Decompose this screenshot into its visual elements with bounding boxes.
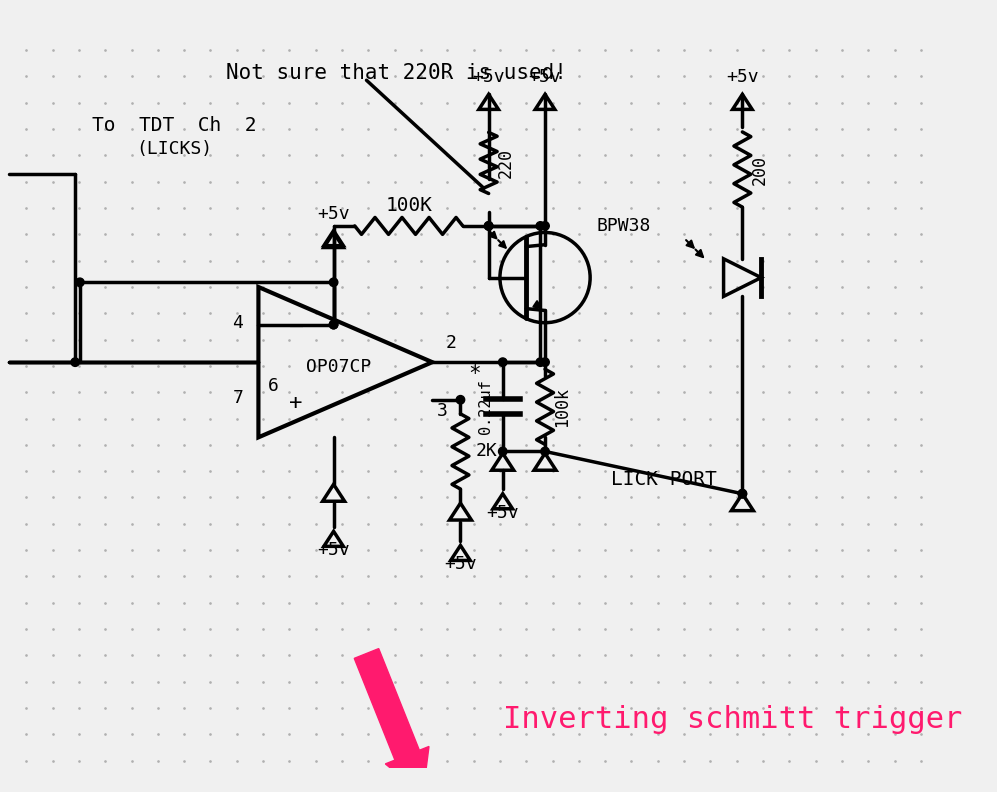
- Text: 2K: 2K: [476, 443, 498, 460]
- Circle shape: [540, 222, 549, 230]
- Circle shape: [498, 447, 507, 455]
- Text: +5v: +5v: [487, 504, 519, 521]
- Circle shape: [485, 222, 493, 230]
- Circle shape: [540, 447, 549, 455]
- Text: Not sure that 220R is used!: Not sure that 220R is used!: [225, 63, 566, 83]
- Circle shape: [457, 395, 465, 404]
- Circle shape: [76, 278, 84, 287]
- Text: 200: 200: [751, 154, 769, 185]
- Text: 2: 2: [446, 334, 457, 352]
- Circle shape: [329, 320, 338, 329]
- Text: 7: 7: [232, 389, 243, 407]
- Text: 220: 220: [497, 148, 514, 178]
- Text: Inverting schmitt trigger: Inverting schmitt trigger: [503, 705, 963, 733]
- Text: 100K: 100K: [385, 196, 433, 215]
- Text: 4: 4: [232, 314, 243, 332]
- Text: 0.22uf: 0.22uf: [479, 379, 494, 434]
- Text: +5v: +5v: [317, 204, 350, 223]
- Text: LICK PORT: LICK PORT: [611, 470, 717, 489]
- Text: +5v: +5v: [726, 68, 759, 86]
- Circle shape: [738, 489, 747, 498]
- Circle shape: [738, 489, 747, 498]
- Text: +5v: +5v: [473, 68, 504, 86]
- Circle shape: [540, 358, 549, 367]
- Circle shape: [329, 278, 338, 287]
- Text: 100k: 100k: [553, 386, 571, 427]
- Text: −: −: [288, 315, 303, 340]
- Text: +: +: [289, 393, 303, 413]
- Text: (LICKS): (LICKS): [136, 140, 212, 158]
- Circle shape: [485, 222, 493, 230]
- Text: +5v: +5v: [444, 555, 477, 573]
- Circle shape: [536, 222, 544, 230]
- Text: 3: 3: [437, 402, 448, 420]
- Text: *: *: [469, 364, 481, 384]
- Circle shape: [536, 358, 544, 367]
- Circle shape: [71, 358, 80, 367]
- Text: 6: 6: [268, 377, 279, 394]
- Text: BPW38: BPW38: [597, 217, 651, 235]
- Text: To  TDT  Ch  2: To TDT Ch 2: [92, 116, 256, 135]
- FancyArrow shape: [354, 649, 429, 792]
- Circle shape: [329, 320, 338, 329]
- Text: +5v: +5v: [528, 68, 561, 86]
- Circle shape: [498, 358, 507, 367]
- Text: OP07CP: OP07CP: [306, 358, 371, 376]
- Text: +5v: +5v: [317, 541, 350, 559]
